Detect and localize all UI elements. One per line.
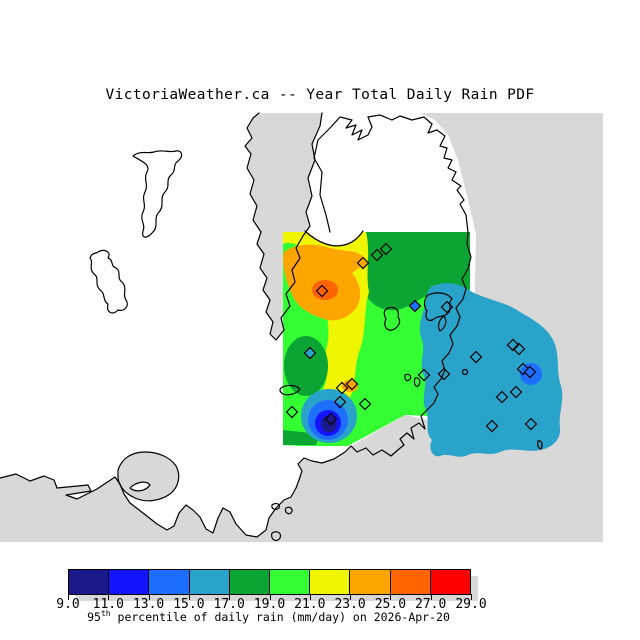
coastlines bbox=[0, 112, 543, 542]
land-peninsula-base bbox=[305, 231, 363, 246]
coastline-sooke-basin bbox=[117, 451, 180, 502]
station-markers bbox=[285, 242, 538, 433]
rain-contour-field bbox=[283, 232, 563, 457]
colorbar-tick-label: 9.0 bbox=[56, 597, 80, 612]
colorbar-tick-label: 19.0 bbox=[253, 597, 286, 612]
lake-shawnigan-outline bbox=[132, 150, 183, 238]
island-trial-outline bbox=[461, 368, 469, 376]
station-marker bbox=[285, 405, 299, 419]
colorbar-tick-label: 15.0 bbox=[173, 597, 205, 612]
coastline-peninsula-base bbox=[304, 230, 364, 247]
colorbar-segment-9 bbox=[429, 570, 471, 594]
colorbar-tick bbox=[229, 594, 231, 600]
colorbar-tick bbox=[430, 594, 432, 600]
colorbar-segment-2 bbox=[148, 570, 189, 594]
station-marker bbox=[509, 385, 523, 399]
lake-swan-outline bbox=[404, 373, 412, 382]
colorbar-segment-4 bbox=[228, 570, 270, 594]
station-marker bbox=[485, 419, 499, 433]
colorbar-tick bbox=[269, 594, 271, 600]
colorbar-segment-0 bbox=[69, 570, 109, 594]
lake-sooke-outline bbox=[89, 249, 128, 314]
station-marker bbox=[440, 300, 454, 314]
colorbar-segment-7 bbox=[349, 570, 390, 594]
contour-min-core-9-11 bbox=[321, 415, 337, 433]
caption-prefix: 95 bbox=[87, 609, 101, 624]
station-marker bbox=[437, 367, 451, 381]
station-marker bbox=[358, 397, 372, 411]
colorbar-segment-5 bbox=[269, 570, 310, 594]
lake-elk-outline bbox=[383, 306, 401, 331]
colorbar-tick-label: 13.0 bbox=[132, 597, 165, 612]
colorbar-tick-label: 17.0 bbox=[213, 597, 245, 612]
colorbar-tick-label: 27.0 bbox=[415, 597, 447, 612]
colorbar-tick-label: 29.0 bbox=[455, 597, 487, 612]
colorbar-tick bbox=[188, 594, 190, 600]
islets-race-rocks-outline bbox=[271, 502, 293, 542]
coastline-south-and-east bbox=[0, 114, 472, 538]
land-saanich-peninsula bbox=[314, 115, 468, 232]
station-marker bbox=[345, 377, 359, 391]
island-james-sidney-outline bbox=[423, 292, 453, 332]
map-title: VictoriaWeather.ca -- Year Total Daily R… bbox=[105, 87, 535, 103]
station-marker bbox=[324, 412, 338, 426]
station-marker bbox=[512, 342, 526, 356]
colorbar-tick bbox=[471, 594, 472, 600]
caption-superscript: th bbox=[100, 609, 111, 618]
island-chatham-outline bbox=[537, 440, 543, 450]
water-saanich-inlet bbox=[245, 113, 322, 340]
station-marker bbox=[523, 365, 537, 379]
station-marker bbox=[524, 417, 538, 431]
station-marker bbox=[315, 284, 329, 298]
station-marker bbox=[506, 338, 520, 352]
colorbar-tick-label: 11.0 bbox=[92, 597, 124, 612]
station-marker bbox=[469, 350, 483, 364]
colorbar-tick bbox=[350, 594, 352, 600]
colorbar-tick bbox=[108, 594, 110, 600]
coastline-saanich-inlet bbox=[244, 112, 323, 341]
station-marker bbox=[495, 390, 509, 404]
colorbar-segment-1 bbox=[108, 570, 149, 594]
contour-band-17-19-west bbox=[284, 336, 328, 396]
coastline-sooke-basin-spit bbox=[129, 481, 151, 492]
station-marker bbox=[333, 395, 347, 409]
station-marker bbox=[516, 362, 530, 376]
contour-band-25-27 bbox=[312, 280, 338, 300]
station-marker bbox=[417, 368, 431, 382]
colorbar-segment-8 bbox=[389, 570, 430, 594]
station-marker bbox=[408, 299, 422, 313]
station-marker bbox=[335, 381, 349, 395]
colorbar-tick-label: 25.0 bbox=[374, 597, 407, 612]
colorbar-caption: 95th percentile of daily rain (mm/day) o… bbox=[0, 609, 537, 624]
colorbar-tick-label: 23.0 bbox=[334, 597, 366, 612]
station-marker bbox=[303, 346, 317, 360]
colorbar-segment-3 bbox=[188, 570, 229, 594]
colorbar-tick bbox=[68, 594, 69, 600]
station-marker bbox=[379, 242, 393, 256]
colorbar bbox=[68, 569, 471, 595]
caption-rest: percentile of daily rain (mm/day) on 202… bbox=[110, 609, 450, 624]
colorbar-tick-label: 21.0 bbox=[294, 597, 326, 612]
lake-langford-outline bbox=[279, 384, 301, 396]
lake-blenkinsop-outline bbox=[413, 377, 421, 387]
station-marker bbox=[356, 256, 370, 270]
station-marker bbox=[370, 248, 384, 262]
colorbar-tick bbox=[148, 594, 150, 600]
colorbar-tick bbox=[309, 594, 311, 600]
contour-band-15-17-east bbox=[419, 283, 563, 457]
colorbar-tick bbox=[390, 594, 392, 600]
colorbar-segment-6 bbox=[309, 570, 350, 594]
